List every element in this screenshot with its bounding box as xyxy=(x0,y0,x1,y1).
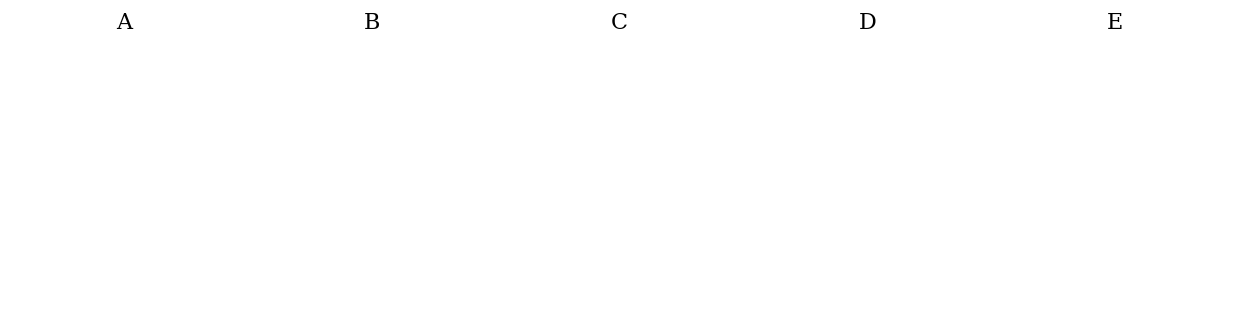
Text: 5 μm: 5 μm xyxy=(414,278,431,283)
Polygon shape xyxy=(129,181,147,199)
Text: 5 μm: 5 μm xyxy=(662,278,679,283)
Polygon shape xyxy=(850,143,870,161)
Text: B: B xyxy=(363,12,380,34)
Text: D: D xyxy=(859,12,876,34)
Text: E: E xyxy=(1106,12,1124,34)
Text: A: A xyxy=(116,12,131,34)
Text: 5 μm: 5 μm xyxy=(175,278,193,283)
Polygon shape xyxy=(116,133,136,148)
Polygon shape xyxy=(52,224,81,257)
Polygon shape xyxy=(841,216,875,237)
Text: C: C xyxy=(611,12,628,34)
Polygon shape xyxy=(846,242,867,257)
Text: 5 μm: 5 μm xyxy=(1158,278,1177,283)
Polygon shape xyxy=(829,201,841,214)
Polygon shape xyxy=(847,166,870,181)
Polygon shape xyxy=(846,186,877,214)
Text: 5 μm: 5 μm xyxy=(913,278,932,283)
Polygon shape xyxy=(57,126,140,277)
